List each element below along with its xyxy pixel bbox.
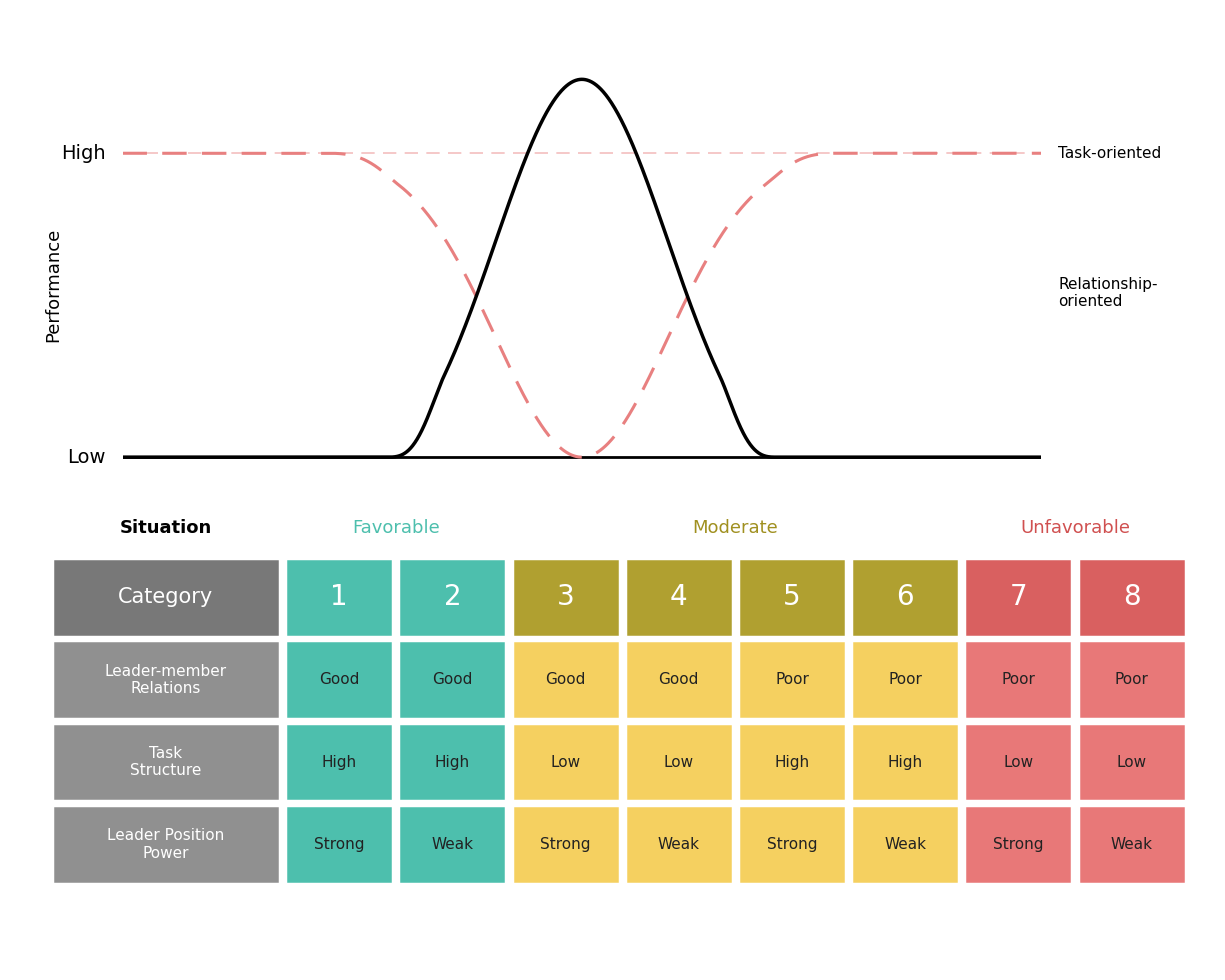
- Text: Leader Position
Power: Leader Position Power: [107, 828, 224, 860]
- FancyBboxPatch shape: [625, 805, 733, 884]
- Text: Moderate: Moderate: [692, 519, 778, 537]
- Text: Strong: Strong: [314, 837, 364, 852]
- FancyBboxPatch shape: [398, 805, 506, 884]
- Text: 6: 6: [897, 583, 914, 612]
- FancyBboxPatch shape: [285, 640, 393, 719]
- FancyBboxPatch shape: [1078, 722, 1186, 802]
- Text: Good: Good: [432, 672, 473, 687]
- Text: High: High: [322, 755, 356, 769]
- FancyBboxPatch shape: [964, 805, 1072, 884]
- Text: Category: Category: [118, 587, 213, 608]
- Text: Situation: Situation: [120, 519, 212, 537]
- FancyBboxPatch shape: [625, 722, 733, 802]
- Text: Unfavorable: Unfavorable: [1020, 519, 1129, 537]
- Text: 5: 5: [783, 583, 801, 612]
- FancyBboxPatch shape: [398, 722, 506, 802]
- Text: Task
Structure: Task Structure: [130, 746, 201, 778]
- FancyBboxPatch shape: [512, 558, 620, 637]
- Text: High: High: [774, 755, 810, 769]
- FancyBboxPatch shape: [737, 558, 846, 637]
- FancyBboxPatch shape: [851, 722, 959, 802]
- Text: 4: 4: [670, 583, 687, 612]
- FancyBboxPatch shape: [1078, 558, 1186, 637]
- Text: Favorable: Favorable: [352, 519, 440, 537]
- FancyBboxPatch shape: [737, 640, 846, 719]
- Text: Relationship-
oriented: Relationship- oriented: [1058, 276, 1158, 309]
- Text: Performance: Performance: [44, 227, 62, 342]
- Text: Good: Good: [318, 672, 359, 687]
- FancyBboxPatch shape: [851, 558, 959, 637]
- Text: High: High: [435, 755, 470, 769]
- Text: 1: 1: [331, 583, 348, 612]
- Text: Low: Low: [550, 755, 581, 769]
- Text: Weak: Weak: [884, 837, 926, 852]
- FancyBboxPatch shape: [398, 640, 506, 719]
- FancyBboxPatch shape: [51, 805, 281, 884]
- FancyBboxPatch shape: [964, 558, 1072, 637]
- FancyBboxPatch shape: [964, 640, 1072, 719]
- Text: High: High: [888, 755, 922, 769]
- Text: Poor: Poor: [888, 672, 922, 687]
- Text: Leader-member
Relations: Leader-member Relations: [104, 663, 227, 696]
- Text: Task-oriented: Task-oriented: [1058, 146, 1161, 161]
- Text: High: High: [61, 144, 105, 163]
- FancyBboxPatch shape: [285, 558, 393, 637]
- FancyBboxPatch shape: [512, 805, 620, 884]
- Text: Weak: Weak: [431, 837, 473, 852]
- Text: Strong: Strong: [993, 837, 1044, 852]
- Text: Strong: Strong: [767, 837, 817, 852]
- Text: Good: Good: [545, 672, 586, 687]
- Text: 8: 8: [1123, 583, 1140, 612]
- Text: Good: Good: [659, 672, 699, 687]
- FancyBboxPatch shape: [851, 805, 959, 884]
- FancyBboxPatch shape: [851, 640, 959, 719]
- Text: Weak: Weak: [658, 837, 699, 852]
- FancyBboxPatch shape: [51, 558, 281, 637]
- FancyBboxPatch shape: [1078, 805, 1186, 884]
- FancyBboxPatch shape: [398, 558, 506, 637]
- FancyBboxPatch shape: [51, 640, 281, 719]
- Text: Weak: Weak: [1111, 837, 1153, 852]
- FancyBboxPatch shape: [737, 805, 846, 884]
- Text: Low: Low: [664, 755, 693, 769]
- Text: Low: Low: [1116, 755, 1147, 769]
- FancyBboxPatch shape: [51, 722, 281, 802]
- FancyBboxPatch shape: [512, 722, 620, 802]
- Text: Low: Low: [1003, 755, 1034, 769]
- FancyBboxPatch shape: [964, 722, 1072, 802]
- Text: Strong: Strong: [540, 837, 590, 852]
- FancyBboxPatch shape: [737, 722, 846, 802]
- Text: 7: 7: [1009, 583, 1028, 612]
- Text: 2: 2: [443, 583, 461, 612]
- Text: 3: 3: [556, 583, 575, 612]
- FancyBboxPatch shape: [1078, 640, 1186, 719]
- Text: Poor: Poor: [1115, 672, 1149, 687]
- Text: Poor: Poor: [1002, 672, 1035, 687]
- FancyBboxPatch shape: [285, 805, 393, 884]
- Text: Low: Low: [67, 448, 105, 466]
- FancyBboxPatch shape: [285, 722, 393, 802]
- FancyBboxPatch shape: [512, 640, 620, 719]
- FancyBboxPatch shape: [625, 558, 733, 637]
- Text: Poor: Poor: [775, 672, 808, 687]
- FancyBboxPatch shape: [625, 640, 733, 719]
